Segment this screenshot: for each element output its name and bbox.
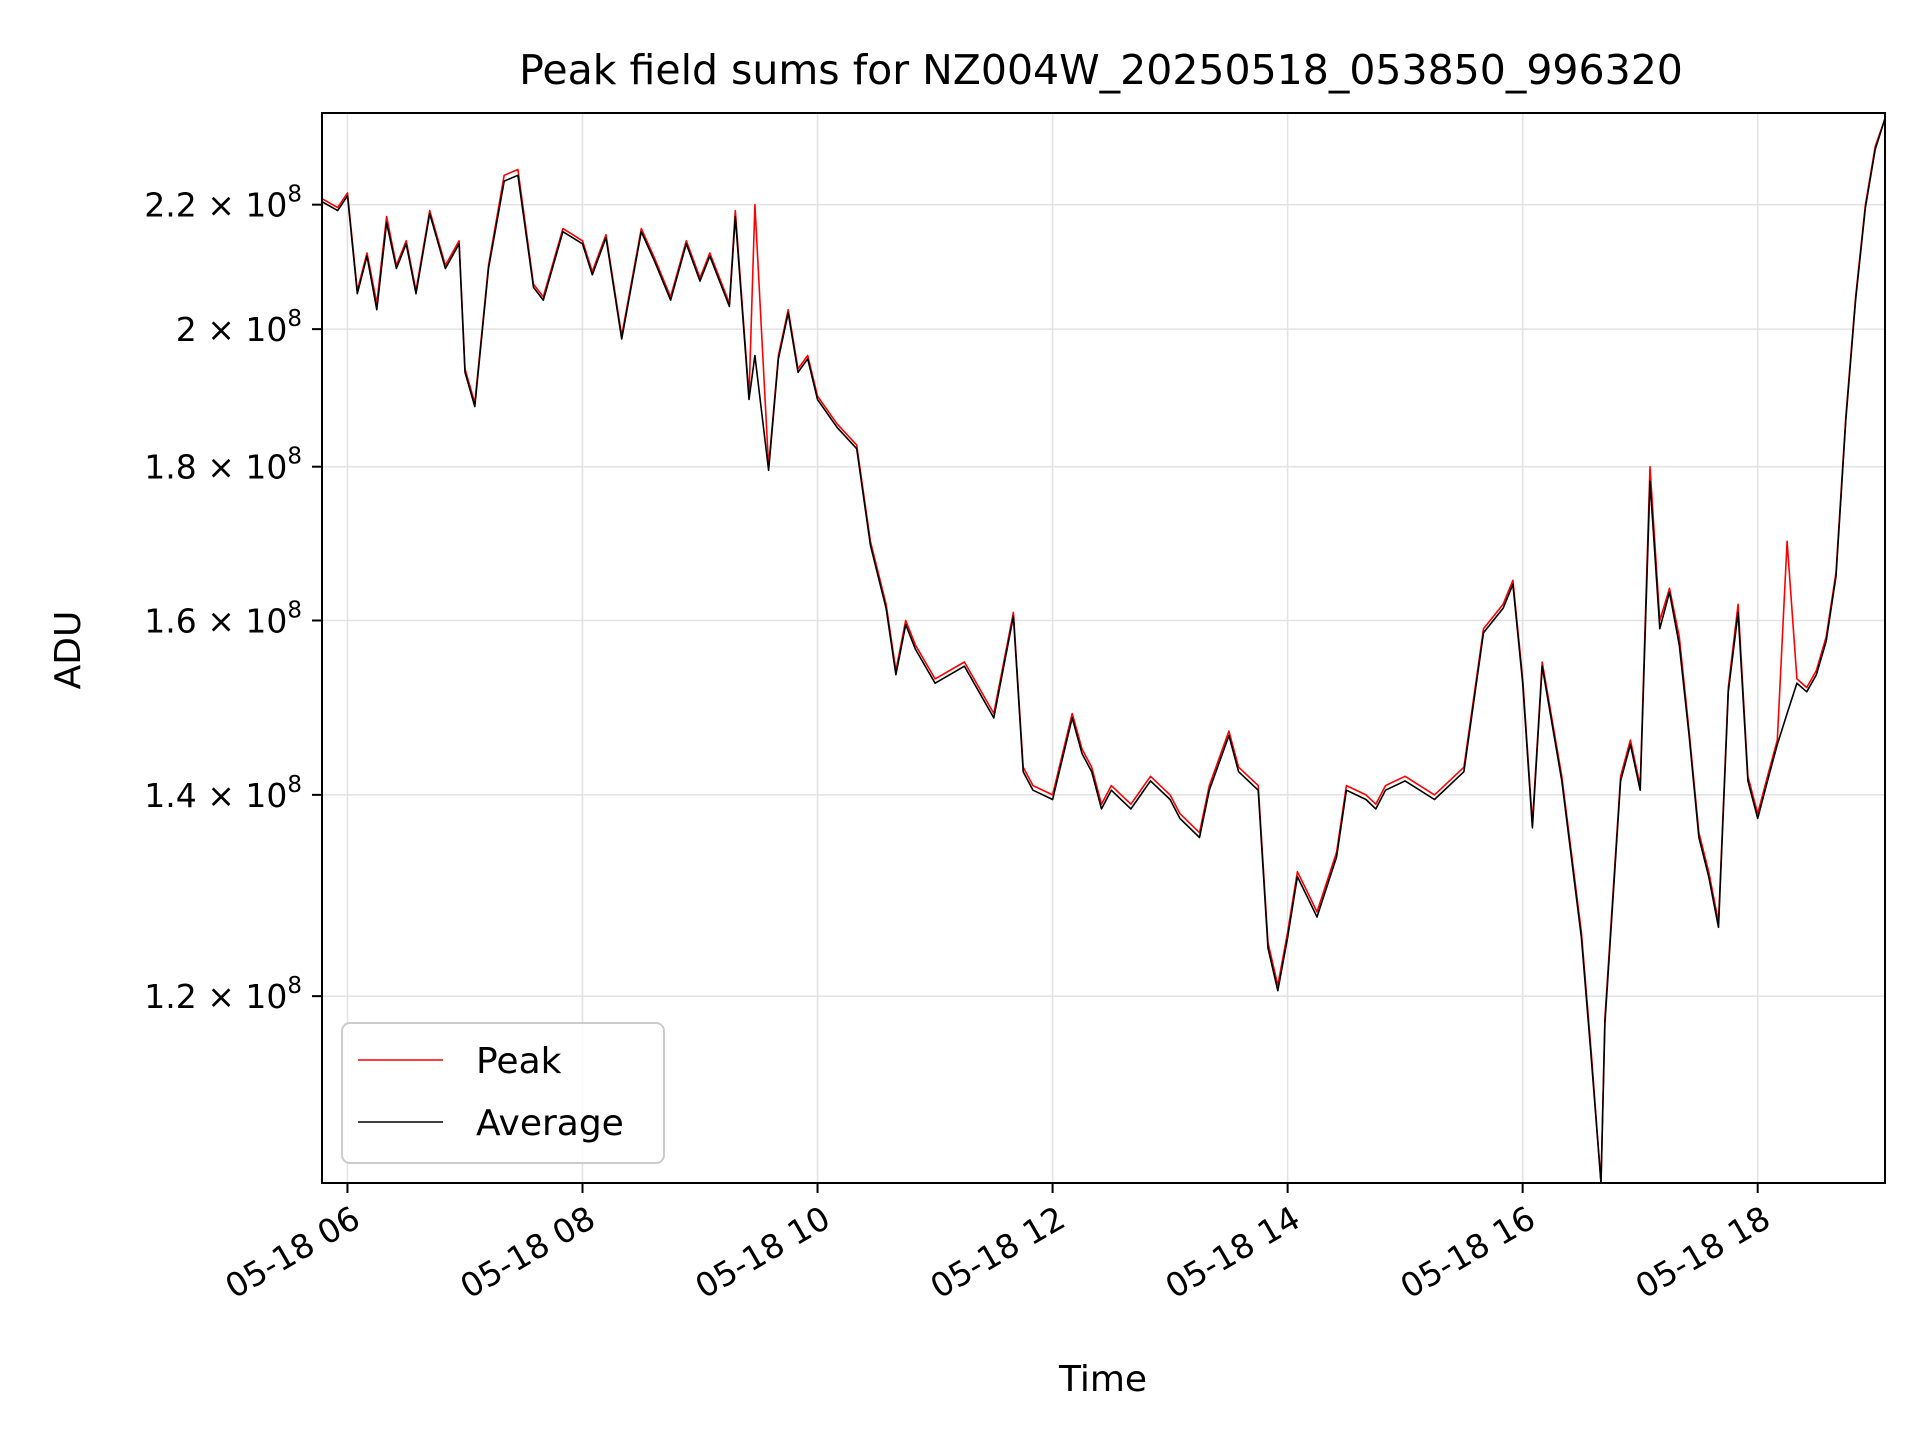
legend: Peak Average (341, 1022, 665, 1164)
y-tick-label: 1.4 × 108 (144, 772, 302, 815)
y-tick-label: 2.2 × 108 (144, 182, 302, 225)
y-tick-label: 1.8 × 108 (144, 444, 302, 487)
legend-box (341, 1022, 665, 1164)
plot-area-frame (321, 112, 1886, 1184)
series-layer (321, 118, 1886, 1184)
y-tick-label: 1.2 × 108 (144, 973, 302, 1016)
x-axis-label: Time (1058, 1359, 1147, 1400)
grid-lines (322, 113, 1885, 1183)
y-axis-ticks: 1.2 × 108 1.4 × 108 1.6 × 108 1.8 × 108 2 × … (144, 182, 322, 1016)
legend-label-peak: Peak (476, 1041, 562, 1082)
series-line-average (321, 118, 1886, 1184)
y-axis-label: ADU (48, 611, 89, 690)
y-tick-label: 1.6 × 108 (144, 597, 302, 640)
y-tick-label: 2 × 108 (176, 306, 302, 349)
legend-label-average: Average (476, 1103, 624, 1144)
chart-title: Peak field sums for NZ004W_20250518_0538… (519, 46, 1683, 94)
